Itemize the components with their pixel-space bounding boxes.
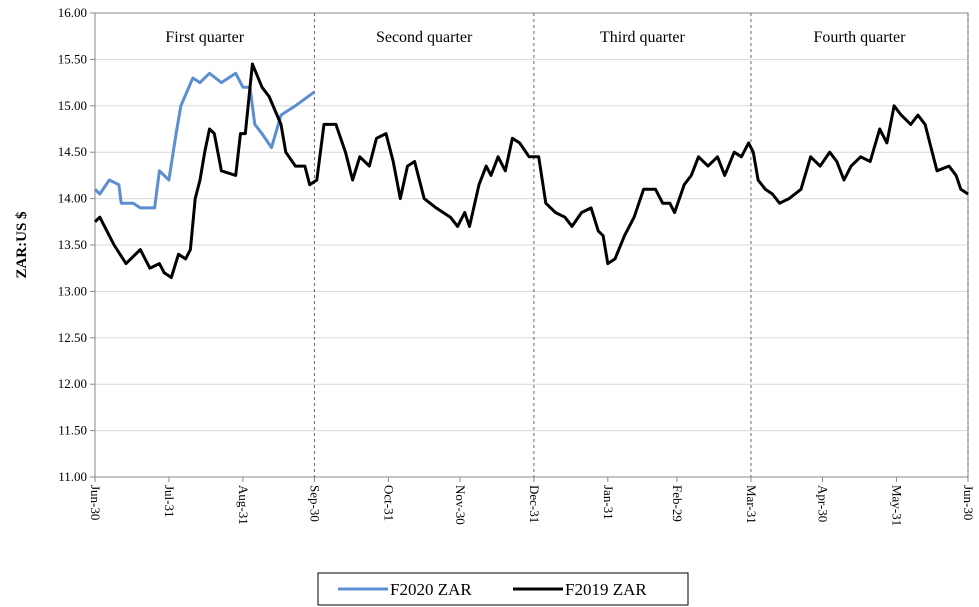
y-tick-label: 13.00 <box>58 283 87 298</box>
x-tick-label: Mar-31 <box>744 485 759 524</box>
x-tick-label: Jul-31 <box>162 485 177 518</box>
x-tick-label: Jan-31 <box>601 485 616 520</box>
x-tick-label: Aug-31 <box>236 485 251 525</box>
quarter-label: First quarter <box>165 29 244 46</box>
x-tick-label: Sep-30 <box>307 485 322 522</box>
quarter-label: Third quarter <box>600 29 686 46</box>
plot-border <box>94 12 969 478</box>
x-tick-label: Dec-31 <box>527 485 542 523</box>
y-tick-label: 13.50 <box>58 237 87 252</box>
y-axis-label: ZAR:US $ <box>14 211 30 279</box>
legend-label: F2020 ZAR <box>390 580 472 599</box>
y-tick-label: 12.50 <box>58 330 87 345</box>
y-tick-label: 11.00 <box>58 469 87 484</box>
y-tick-label: 12.00 <box>58 376 87 391</box>
x-tick-label: Nov-30 <box>453 485 468 525</box>
y-tick-label: 11.50 <box>58 423 87 438</box>
x-tick-label: Jun-30 <box>88 485 103 520</box>
quarter-label: Second quarter <box>376 29 473 46</box>
y-tick-label: 14.50 <box>58 144 87 159</box>
y-tick-label: 15.00 <box>58 98 87 113</box>
x-tick-label: Feb-29 <box>670 485 685 522</box>
y-tick-label: 15.50 <box>58 51 87 66</box>
y-tick-label: 16.00 <box>58 5 87 20</box>
legend-label: F2019 ZAR <box>565 580 647 599</box>
y-tick-label: 14.00 <box>58 191 87 206</box>
x-tick-label: Apr-30 <box>816 485 831 522</box>
x-tick-label: Jun-30 <box>961 485 976 520</box>
x-tick-label: Oct-31 <box>381 485 396 521</box>
x-tick-label: May-31 <box>889 485 904 526</box>
quarter-label: Fourth quarter <box>813 29 906 46</box>
data-line <box>93 71 316 210</box>
data-line <box>93 62 969 279</box>
